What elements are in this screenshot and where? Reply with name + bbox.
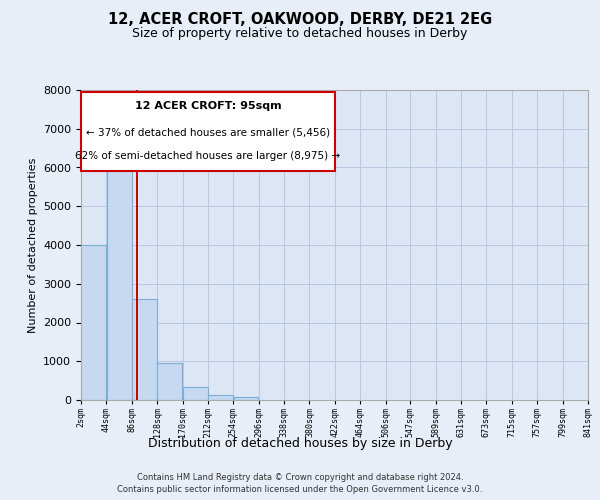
Text: Size of property relative to detached houses in Derby: Size of property relative to detached ho… [133, 28, 467, 40]
FancyBboxPatch shape [81, 92, 335, 170]
Text: Contains public sector information licensed under the Open Government Licence v3: Contains public sector information licen… [118, 485, 482, 494]
Bar [132, 299, 157, 400]
Bar [157, 363, 182, 400]
Bar [233, 397, 259, 400]
Bar [208, 394, 233, 400]
Bar [183, 387, 208, 400]
Text: ← 37% of detached houses are smaller (5,456): ← 37% of detached houses are smaller (5,… [86, 128, 330, 138]
Bar [107, 144, 131, 400]
Text: Distribution of detached houses by size in Derby: Distribution of detached houses by size … [148, 438, 452, 450]
Bar [81, 245, 106, 400]
Y-axis label: Number of detached properties: Number of detached properties [28, 158, 38, 332]
Text: 12 ACER CROFT: 95sqm: 12 ACER CROFT: 95sqm [134, 101, 281, 111]
Text: 12, ACER CROFT, OAKWOOD, DERBY, DE21 2EG: 12, ACER CROFT, OAKWOOD, DERBY, DE21 2EG [108, 12, 492, 28]
Text: Contains HM Land Registry data © Crown copyright and database right 2024.: Contains HM Land Registry data © Crown c… [137, 472, 463, 482]
Text: 62% of semi-detached houses are larger (8,975) →: 62% of semi-detached houses are larger (… [76, 152, 340, 162]
